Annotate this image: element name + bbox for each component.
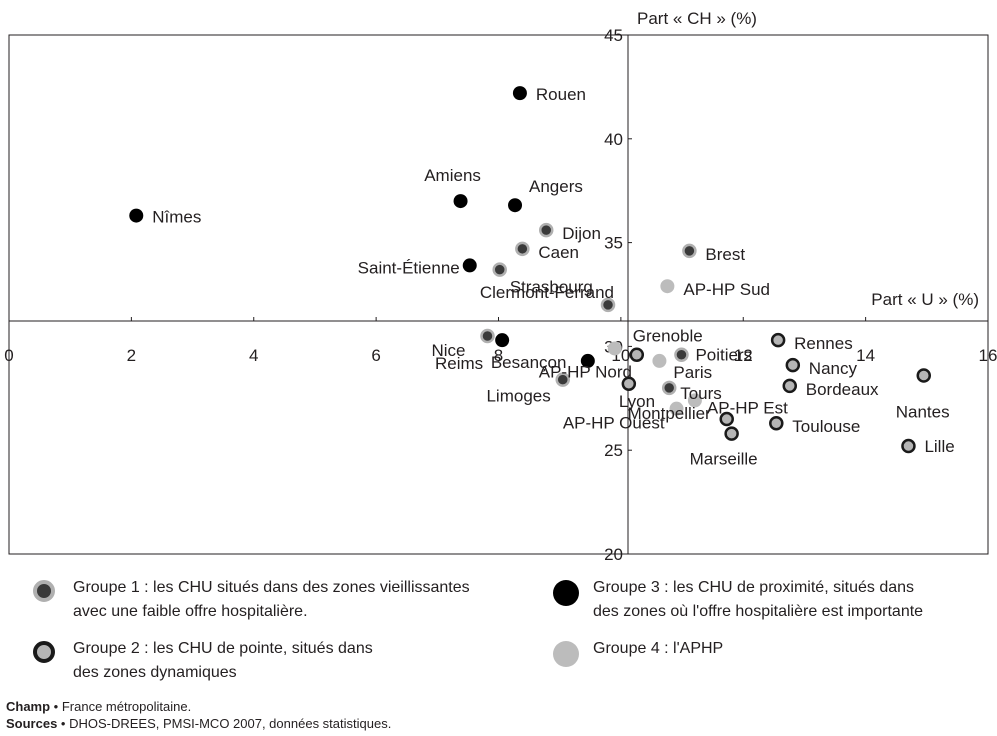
point-label: Nîmes [152, 208, 201, 227]
x-tick-label: 14 [856, 346, 875, 365]
data-point [770, 332, 786, 348]
point-label: Strasbourg [510, 278, 593, 297]
legend-marker-group-2 [33, 641, 55, 663]
data-point [682, 243, 697, 259]
data-point [492, 262, 507, 277]
footer-sources-label: Sources [6, 716, 58, 731]
legend-text: Groupe 2 : les CHU de pointe, situés dan… [73, 640, 373, 657]
point-label: Nancy [809, 359, 858, 378]
x-tick-label: 16 [979, 346, 997, 365]
point-label: Nantes [896, 402, 950, 421]
point-label: AP-HP Est [707, 398, 788, 417]
y-tick-label: 20 [604, 545, 623, 560]
point-label: AP-HP Nord [539, 362, 632, 381]
point-label: Dijon [562, 224, 601, 243]
data-point [669, 401, 684, 416]
plot-frame [8, 34, 989, 555]
x-tick-label: 4 [249, 346, 258, 365]
data-point [719, 411, 734, 427]
x-tick-label: 2 [127, 346, 136, 365]
legend-marker-group-1 [33, 580, 55, 602]
point-label: Paris [673, 363, 712, 382]
data-point [661, 380, 677, 396]
point-label: Bordeaux [806, 380, 879, 399]
data-point [901, 438, 916, 454]
point-label: Limoges [486, 387, 550, 406]
point-label: Montpellier [628, 404, 711, 423]
x-axis-label: Part « U » (%) [871, 290, 979, 309]
data-point [555, 372, 570, 387]
point-label: Angers [529, 177, 583, 196]
data-point [512, 86, 527, 101]
x-tick-label: 0 [4, 346, 13, 365]
footer-champ-label: Champ [6, 699, 51, 714]
data-point [687, 393, 702, 408]
points [129, 86, 932, 454]
point-label: AP-HP Sud [683, 280, 770, 299]
point-label: Grenoble [633, 327, 703, 346]
point-label: Toulouse [792, 417, 860, 436]
data-point [580, 353, 595, 368]
point-label: Lille [924, 437, 954, 456]
data-point [453, 194, 468, 209]
y-axis-label: Part « CH » (%) [637, 9, 757, 28]
data-point [916, 368, 932, 383]
point-label: Nice [431, 341, 465, 360]
data-point [769, 415, 784, 431]
footer-champ: Champ • France métropolitaine. [6, 698, 191, 715]
data-point [785, 357, 801, 373]
legend-text: Groupe 4 : l'APHP [593, 640, 724, 657]
axes: 0246810121416202530354045Part « CH » (%)… [4, 9, 997, 560]
point-label: Rennes [794, 334, 853, 353]
footer-sources-text: • DHOS-DREES, PMSI-MCO 2007, données sta… [57, 716, 392, 731]
y-tick-label: 40 [604, 130, 623, 149]
data-point [508, 198, 523, 213]
point-label: Reims [435, 354, 483, 373]
legend-marker-group-4 [553, 641, 579, 667]
point-label: Saint-Étienne [358, 258, 460, 277]
y-tick-label: 45 [604, 26, 623, 45]
data-point [621, 376, 637, 392]
point-label: Rouen [536, 85, 586, 104]
point-label: Brest [705, 245, 745, 264]
scatter-chart: 0246810121416202530354045Part « CH » (%)… [4, 9, 997, 560]
point-label: Lyon [619, 392, 655, 411]
data-point [495, 333, 510, 348]
legend-marker-group-3 [553, 580, 579, 606]
data-point [462, 258, 477, 273]
legend-text: Groupe 3 : les CHU de proximité, situés … [593, 579, 915, 596]
legend-text: Groupe 1 : les CHU situés dans des zones… [73, 579, 470, 596]
data-point [660, 279, 675, 294]
data-point [782, 378, 798, 394]
point-label: Caen [538, 243, 579, 262]
legend-text: des zones dynamiques [73, 664, 237, 681]
y-tick-label: 35 [604, 234, 623, 253]
data-point [652, 353, 667, 368]
x-tick-label: 12 [734, 346, 753, 365]
legend-text: avec une faible offre hospitalière. [73, 603, 308, 620]
point-label: AP-HP Ouest [563, 414, 665, 433]
data-point [538, 222, 554, 238]
footer-sources: Sources • DHOS-DREES, PMSI-MCO 2007, don… [6, 715, 391, 732]
y-tick-label: 25 [604, 441, 623, 460]
data-point [515, 241, 530, 257]
point-label: Amiens [424, 166, 481, 185]
data-point [674, 347, 689, 362]
point-label: Tours [680, 384, 722, 403]
data-point [607, 341, 622, 356]
data-point [600, 297, 616, 313]
x-tick-label: 6 [371, 346, 380, 365]
data-point [480, 328, 495, 344]
point-label: Poitiers [695, 346, 752, 365]
footer-champ-text: • France métropolitaine. [50, 699, 192, 714]
data-point [724, 426, 739, 441]
data-point [129, 208, 144, 223]
point-label: Marseille [690, 450, 758, 469]
legend-text: des zones où l'offre hospitalière est im… [593, 603, 924, 620]
data-point [629, 347, 645, 362]
point-label: Besançon [491, 353, 567, 372]
x-tick-label: 8 [494, 346, 503, 365]
point-label: Clermont-Ferrand [480, 283, 614, 302]
